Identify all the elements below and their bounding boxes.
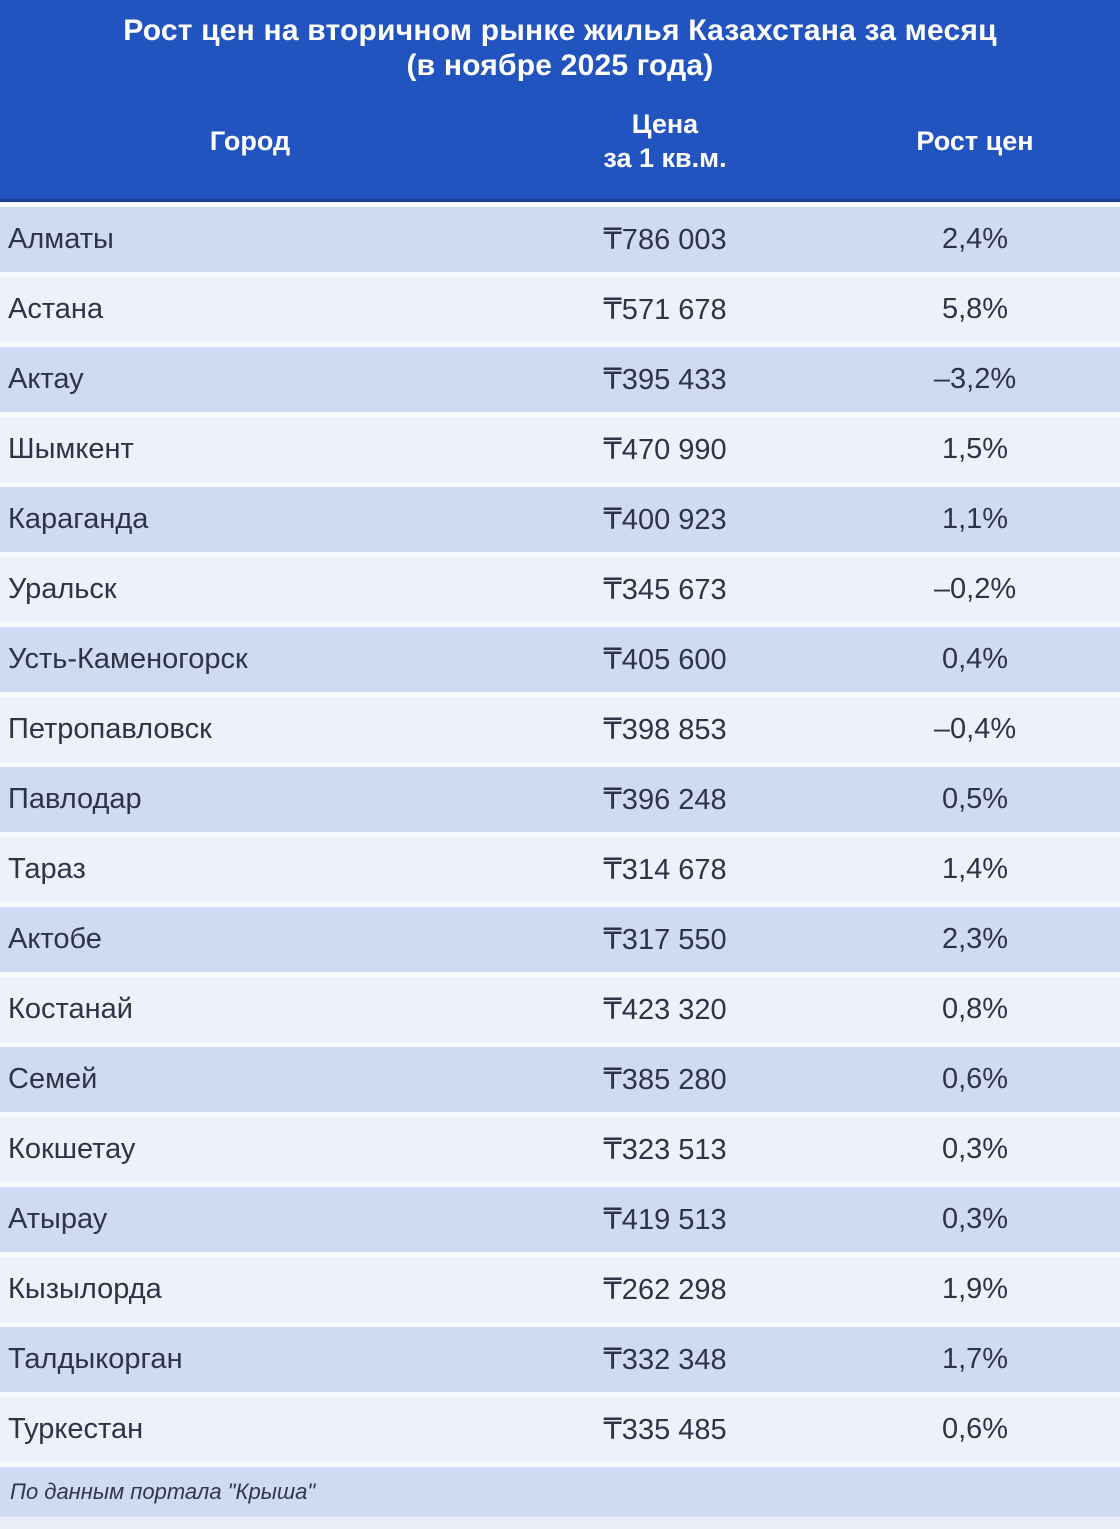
table-row: Тараз ₸314 678 1,4% [0,837,1120,902]
city-cell: Туркестан [8,1413,144,1445]
table-row: Кокшетау ₸323 513 0,3% [0,1117,1120,1182]
table-body: Алматы ₸786 003 2,4% Астана ₸571 678 5,8… [0,202,1120,1462]
growth-cell: –3,2% [933,363,1017,395]
growth-cell: 0,4% [941,643,1009,675]
price-cell: ₸323 513 [603,1134,727,1166]
city-cell: Алматы [8,223,114,255]
table-row: Алматы ₸786 003 2,4% [0,207,1120,272]
table-header: Рост цен на вторичном рынке жилья Казахс… [0,0,1120,202]
price-cell: ₸419 513 [603,1204,727,1236]
city-cell: Усть-Каменогорск [8,643,248,675]
source-note: По данным портала "Крыша" [0,1467,1120,1517]
growth-cell: 0,6% [941,1413,1009,1445]
city-cell: Атырау [8,1203,108,1235]
price-cell: ₸423 320 [603,994,727,1026]
price-cell: ₸396 248 [603,784,727,816]
growth-cell: –0,2% [933,573,1017,605]
city-cell: Тараз [8,853,86,885]
table-row: Атырау ₸419 513 0,3% [0,1187,1120,1252]
city-cell: Петропавловск [8,713,212,745]
price-cell: ₸385 280 [603,1064,727,1096]
table-row: Петропавловск ₸398 853 –0,4% [0,697,1120,762]
bottom-strip [0,1517,1120,1529]
city-cell: Актобе [8,923,102,955]
growth-cell: 0,8% [941,993,1009,1025]
price-cell: ₸345 673 [603,574,727,606]
price-cell: ₸470 990 [603,434,727,466]
city-cell: Актау [8,363,84,395]
table-row: Астана ₸571 678 5,8% [0,277,1120,342]
city-cell: Талдыкорган [8,1343,183,1375]
growth-cell: 5,8% [941,293,1009,325]
price-cell: ₸314 678 [603,854,727,886]
growth-cell: 1,5% [941,433,1009,465]
column-header-price: Цена за 1 кв.м. [500,108,830,176]
source-note-text: По данным портала "Крыша" [10,1479,316,1504]
title-line-2: (в ноябре 2025 года) [406,49,714,83]
growth-cell: –0,4% [933,713,1017,745]
table-row: Актобе ₸317 550 2,3% [0,907,1120,972]
city-cell: Шымкент [8,433,134,465]
city-cell: Кокшетау [8,1133,136,1165]
price-cell: ₸405 600 [603,644,727,676]
growth-cell: 0,3% [941,1133,1009,1165]
column-header-city: Город [209,125,291,156]
column-header-price-line-1: Цена [631,109,699,140]
table-row: Талдыкорган ₸332 348 1,7% [0,1327,1120,1392]
table-row: Караганда ₸400 923 1,1% [0,487,1120,552]
city-cell: Караганда [8,503,149,535]
table-row: Павлодар ₸396 248 0,5% [0,767,1120,832]
price-cell: ₸395 433 [603,364,727,396]
table-row: Усть-Каменогорск ₸405 600 0,4% [0,627,1120,692]
column-header-row: Город Цена за 1 кв.м. Рост цен [0,86,1120,198]
growth-cell: 2,3% [941,923,1009,955]
growth-cell: 1,9% [941,1273,1009,1305]
city-cell: Павлодар [8,783,142,815]
price-cell: ₸262 298 [603,1274,727,1306]
table-row: Туркестан ₸335 485 0,6% [0,1397,1120,1462]
city-cell: Астана [8,293,104,325]
table-row: Костанай ₸423 320 0,8% [0,977,1120,1042]
page-title: Рост цен на вторичном рынке жилья Казахс… [0,0,1120,84]
growth-cell: 2,4% [941,223,1009,255]
title-line-1: Рост цен на вторичном рынке жилья Казахс… [123,14,997,47]
growth-cell: 0,6% [941,1063,1009,1095]
city-cell: Семей [8,1063,98,1095]
growth-cell: 1,1% [941,503,1009,535]
column-header-growth: Рост цен [916,125,1034,156]
table-row: Уральск ₸345 673 –0,2% [0,557,1120,622]
growth-cell: 1,7% [941,1343,1009,1375]
price-cell: ₸317 550 [603,924,727,956]
table-row: Кызылорда ₸262 298 1,9% [0,1257,1120,1322]
price-cell: ₸398 853 [603,714,727,746]
price-cell: ₸786 003 [603,224,727,256]
city-cell: Костанай [8,993,133,1025]
price-cell: ₸571 678 [603,294,727,326]
growth-cell: 1,4% [941,853,1009,885]
city-cell: Кызылорда [8,1273,162,1305]
table-row: Шымкент ₸470 990 1,5% [0,417,1120,482]
city-cell: Уральск [8,573,117,605]
table-row: Семей ₸385 280 0,6% [0,1047,1120,1112]
price-cell: ₸335 485 [603,1414,727,1446]
price-cell: ₸332 348 [603,1344,727,1376]
column-header-price-line-2: за 1 кв.м. [603,142,727,173]
growth-cell: 0,3% [941,1203,1009,1235]
table-row: Актау ₸395 433 –3,2% [0,347,1120,412]
growth-cell: 0,5% [941,783,1009,815]
price-cell: ₸400 923 [603,504,727,536]
